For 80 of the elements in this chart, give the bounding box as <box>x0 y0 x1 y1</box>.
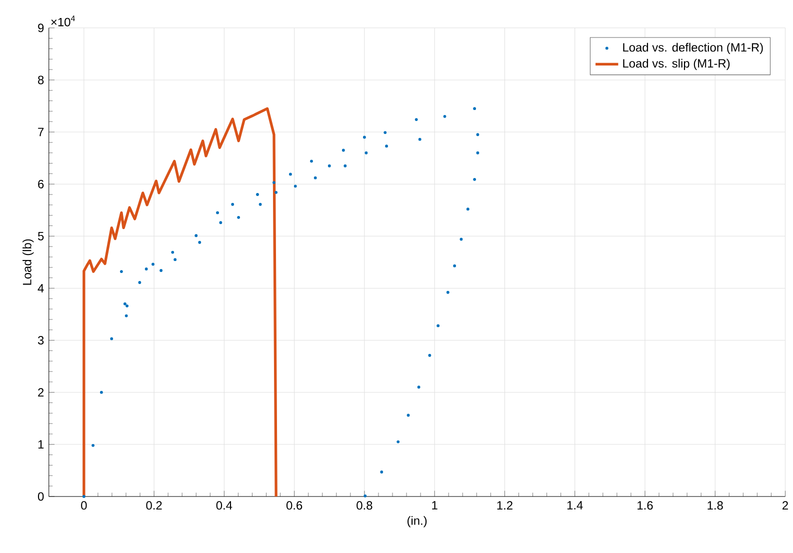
x-tick-label: 1.2 <box>497 501 512 510</box>
y-tick-label: 7 <box>38 128 44 136</box>
point <box>231 202 234 206</box>
x-tick-label: 1.6 <box>638 501 653 510</box>
point <box>138 280 142 284</box>
point <box>364 494 367 498</box>
point <box>418 138 422 141</box>
y-tick-label: 2 <box>38 388 44 396</box>
x-tick-label: 0 <box>81 501 87 510</box>
x-tick-label: 0.8 <box>356 501 372 510</box>
text: ×10$^{4}$ <box>51 15 75 26</box>
point <box>144 267 148 270</box>
x-tick-label: 1 <box>432 501 438 510</box>
point <box>417 386 420 388</box>
point <box>256 192 259 196</box>
legend-label: Load vs. slip (M1-R) <box>623 58 730 70</box>
point <box>362 136 366 139</box>
point <box>120 270 123 273</box>
point <box>473 178 476 181</box>
x-axis-title: (in.) <box>407 516 427 528</box>
point <box>289 172 292 176</box>
point <box>123 302 126 306</box>
point <box>219 221 222 224</box>
point <box>476 151 480 154</box>
point <box>476 133 480 136</box>
point <box>406 414 410 417</box>
point <box>385 144 388 148</box>
y-tick-label: 8 <box>38 76 44 84</box>
x-tick-label: 0.2 <box>146 501 162 510</box>
x-tick-label: 0.6 <box>286 501 302 510</box>
y-tick-label: 9 <box>38 24 44 32</box>
point <box>237 216 240 219</box>
point <box>194 234 198 237</box>
point <box>160 268 163 272</box>
point <box>364 151 368 154</box>
point <box>443 114 446 118</box>
point <box>473 107 476 110</box>
point <box>124 314 128 318</box>
point <box>152 262 154 266</box>
point <box>344 164 347 168</box>
y-tick-label: 5 <box>38 232 44 240</box>
point <box>414 118 418 121</box>
point <box>466 207 470 210</box>
point <box>396 440 400 444</box>
x-tick-label: 1.4 <box>567 501 583 510</box>
y-axis-title: Load (lb) <box>22 239 34 285</box>
y-tick-label: 3 <box>38 336 44 344</box>
point <box>274 190 278 194</box>
line-series <box>82 107 278 498</box>
point <box>258 202 262 206</box>
x-tick-label: 0.4 <box>216 501 232 510</box>
point <box>380 470 384 474</box>
point <box>294 184 297 188</box>
point <box>314 176 317 180</box>
point <box>310 160 313 162</box>
point <box>171 250 174 254</box>
point <box>82 494 86 498</box>
point <box>384 130 387 134</box>
point <box>100 390 103 394</box>
point <box>460 238 463 241</box>
point <box>436 324 440 328</box>
point <box>198 240 202 244</box>
point <box>328 164 331 168</box>
point <box>272 180 276 184</box>
y-tick-label: 4 <box>38 284 44 292</box>
x-tick-label: 1.8 <box>708 501 723 510</box>
point <box>92 444 94 447</box>
point <box>216 211 219 214</box>
legend-label: Load vs. deflection (M1-R) <box>623 42 763 54</box>
point <box>446 290 450 294</box>
y-tick-label: 6 <box>38 180 44 188</box>
point <box>174 258 177 261</box>
point <box>453 264 456 268</box>
x-tick-label: 2 <box>782 501 788 510</box>
point <box>428 354 432 357</box>
point <box>126 304 129 308</box>
point <box>110 337 114 340</box>
point <box>342 148 345 152</box>
y-tick-label: 0 <box>38 492 44 501</box>
y-tick-label: 1 <box>38 440 44 448</box>
